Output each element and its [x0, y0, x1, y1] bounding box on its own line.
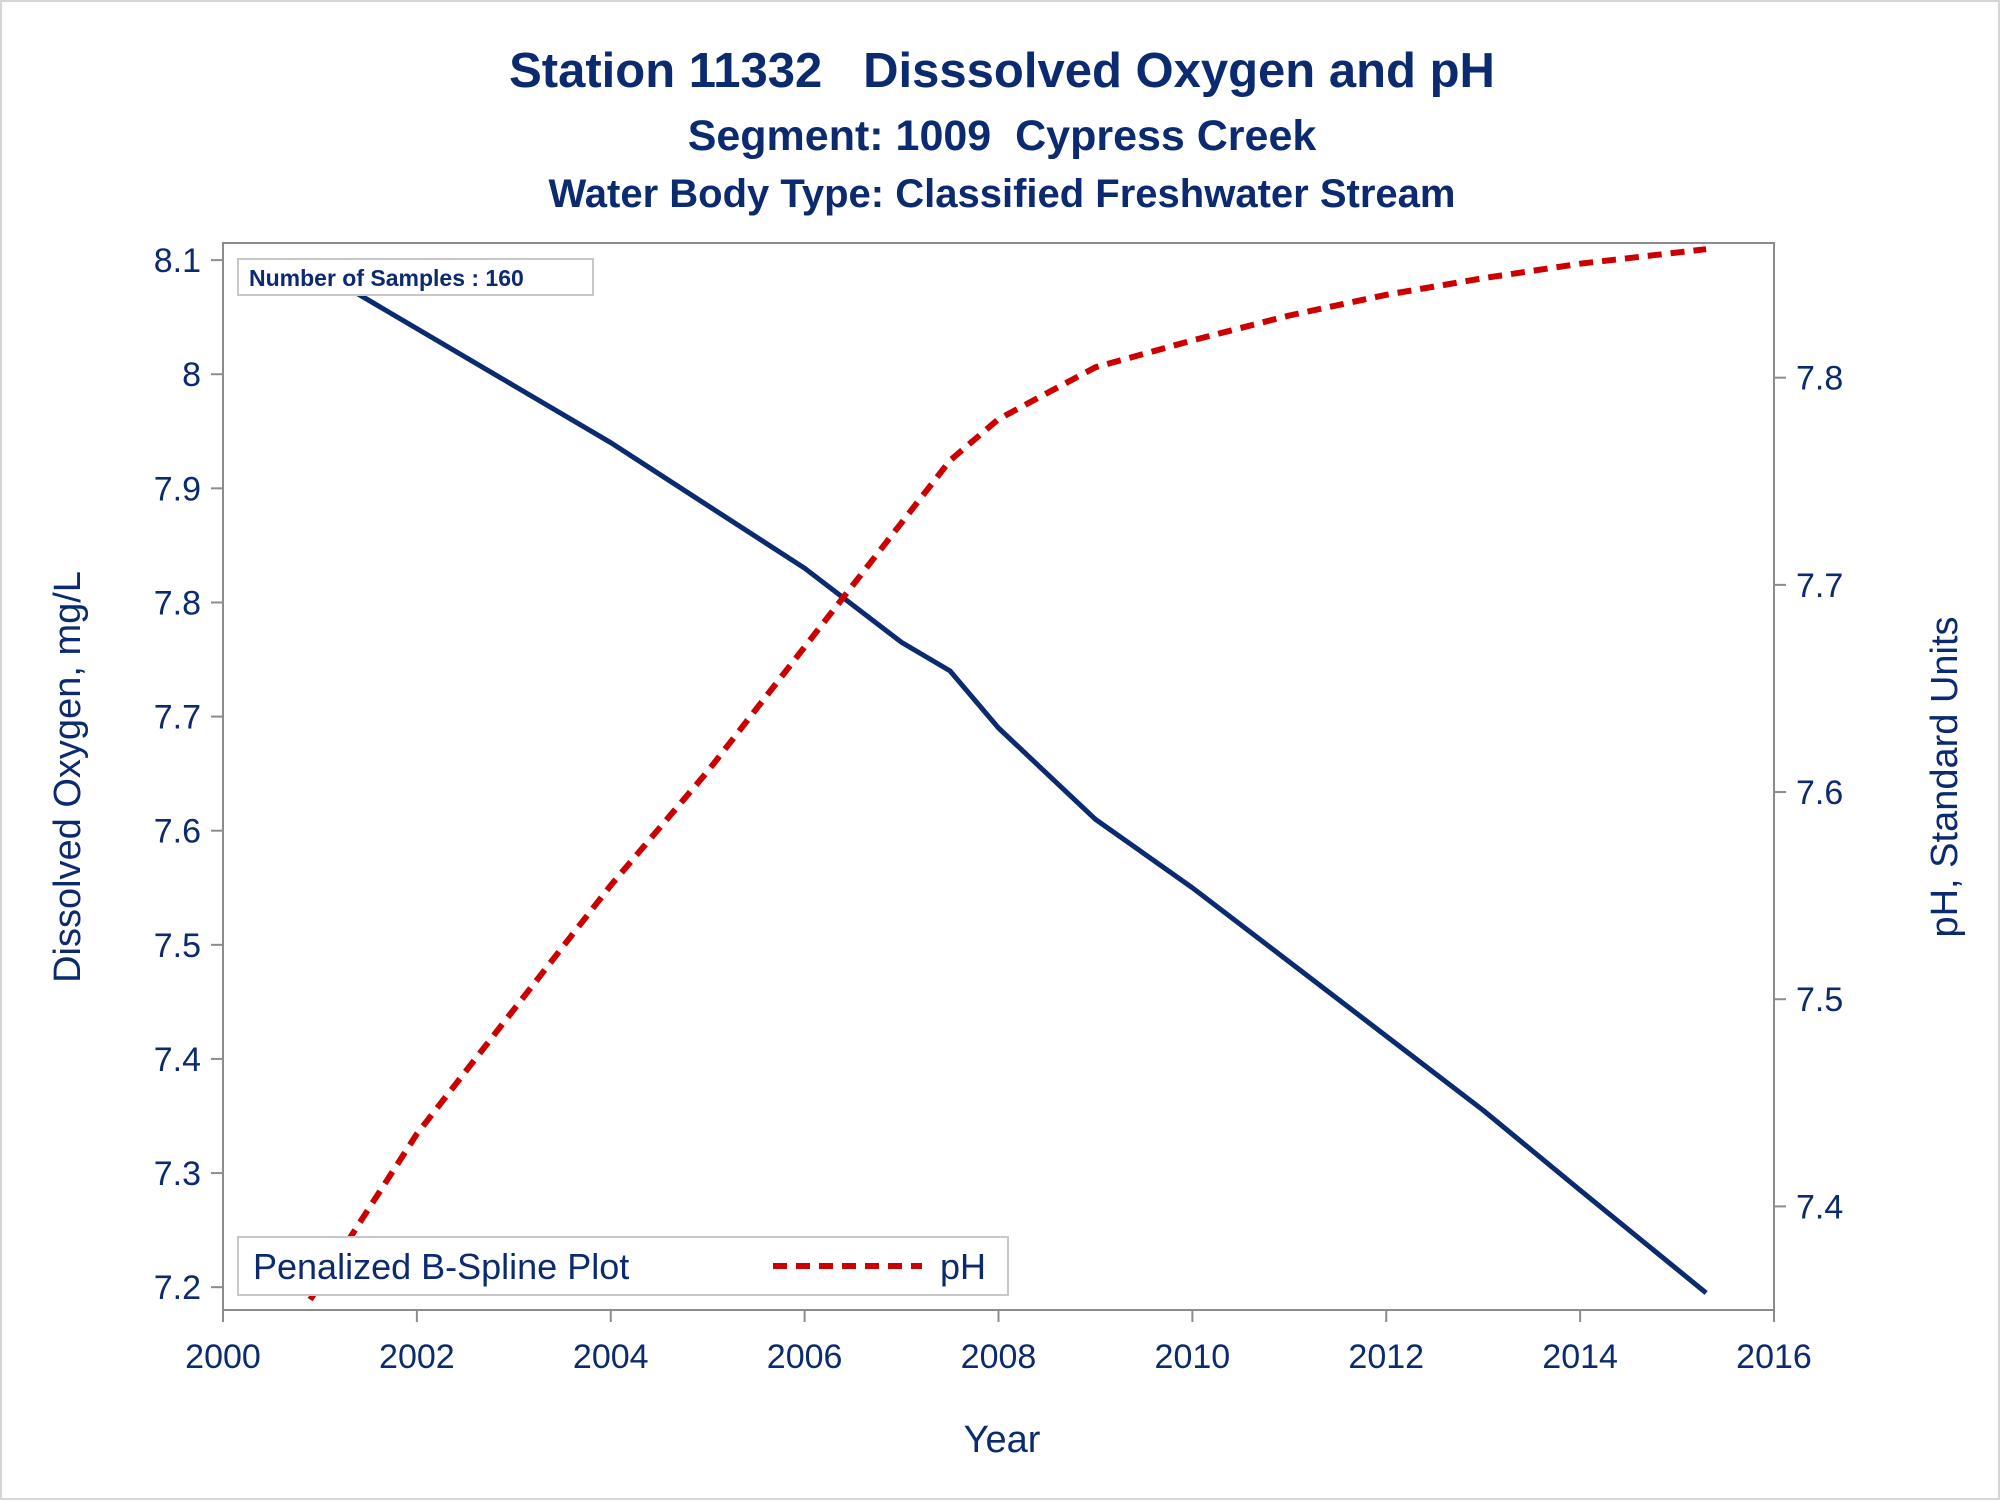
plot-area: [222, 242, 1775, 1311]
series-group: [307, 246, 1708, 1302]
ph-series-line: [307, 246, 1707, 1302]
y-tick-label: 7.8: [154, 584, 201, 622]
y-tick-label: 7.5: [154, 927, 201, 965]
y-tick-label: 7.9: [154, 470, 201, 508]
x-tick-label: 2010: [1155, 1338, 1231, 1376]
y-axis-label: Dissolved Oxygen, mg/L: [47, 571, 89, 983]
legend-title: Penalized B-Spline Plot: [253, 1246, 629, 1287]
y-tick-label: 7.6: [154, 813, 201, 851]
y2-axis-label: pH, Standard Units: [1924, 616, 1966, 937]
legend-box: [237, 1236, 1009, 1296]
y2-tick-label: 7.7: [1796, 567, 1843, 605]
x-tick-label: 2000: [185, 1338, 261, 1376]
inset-box: [237, 258, 594, 296]
inset-text: Number of Samples : 160: [249, 265, 524, 291]
y-tick-label: 7.4: [154, 1041, 201, 1079]
y2-tick-label: 7.5: [1796, 981, 1843, 1019]
y-tick-label: 7.3: [154, 1155, 201, 1193]
x-tick-label: 2008: [961, 1338, 1037, 1376]
y-axis-right: 7.4 7.5 7.6 7.7 7.8: [1774, 360, 1843, 1226]
y-tick-label: 8: [182, 356, 201, 394]
y-tick-label: 7.7: [154, 699, 201, 737]
sample-count-inset: Number of Samples : 160: [237, 258, 594, 296]
chart-title: Station 11332 Disssolved Oxygen and pH: [509, 44, 1495, 98]
x-tick-label: 2014: [1542, 1338, 1618, 1376]
y-tick-label: 8.1: [154, 242, 201, 280]
x-tick-label: 2016: [1736, 1338, 1812, 1376]
x-axis: 2000 2002 2004 2006 2008 2010 2012 2014 2016: [185, 1310, 1812, 1376]
legend-entry-ph: pH: [940, 1246, 986, 1287]
dissolved-oxygen-series-line: [308, 263, 1708, 1295]
legend: Penalized B-Spline Plot pH: [237, 1236, 1009, 1296]
chart-subtitle: Segment: 1009 Cypress Creek: [688, 112, 1317, 160]
y-tick-label: 7.2: [154, 1269, 201, 1307]
chart-subtitle-2: Water Body Type: Classified Freshwater S…: [549, 172, 1456, 216]
y2-tick-label: 7.8: [1796, 360, 1843, 398]
x-axis-label: Year: [964, 1419, 1041, 1461]
x-tick-label: 2012: [1348, 1338, 1424, 1376]
x-tick-label: 2004: [573, 1338, 649, 1376]
y-axis-left: 7.2 7.3 7.4 7.5 7.6 7.7 7.8 7.9 8 8.1: [154, 242, 223, 1307]
y2-tick-label: 7.4: [1796, 1188, 1843, 1226]
x-tick-label: 2006: [767, 1338, 843, 1376]
y2-tick-label: 7.6: [1796, 774, 1843, 812]
x-tick-label: 2002: [379, 1338, 455, 1376]
